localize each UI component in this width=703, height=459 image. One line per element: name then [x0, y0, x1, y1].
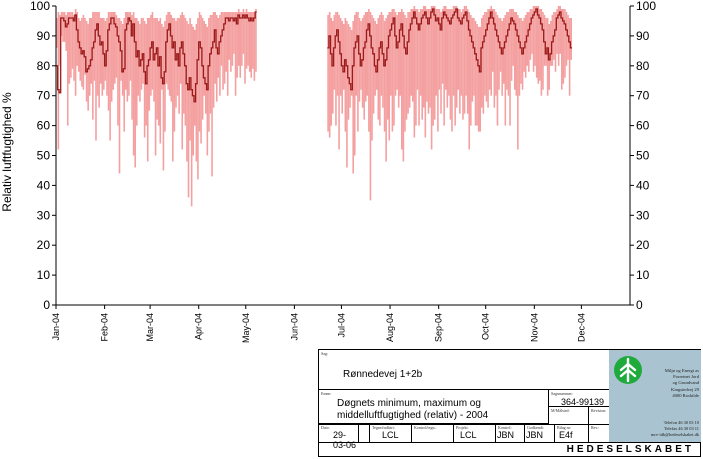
email-line: mrv-idk@hedeselskabet.dk — [650, 432, 699, 437]
y-tick-label: 60 — [37, 119, 51, 133]
y-tick-label: 20 — [37, 238, 51, 252]
kontrol-value: JBN — [497, 430, 515, 440]
y-tick-label-right: 10 — [636, 268, 650, 282]
y-tick-label-right: 80 — [636, 59, 650, 73]
godkendt-label: Godkendt: — [527, 425, 544, 430]
y-tick-label-right: 70 — [636, 89, 650, 103]
phone-line: Telefon 46 30 03 10 — [663, 420, 699, 425]
x-tick-label: Jan-04 — [51, 313, 61, 341]
emne-label: Emne: — [321, 391, 332, 396]
y-tick-label-right: 0 — [636, 298, 643, 312]
x-tick-label: Oct-04 — [481, 313, 491, 340]
x-tick-label: Jun-04 — [289, 313, 299, 341]
x-tick-label: May-04 — [241, 313, 251, 343]
tegnet-cell: Tegnet/udført: LCL — [369, 425, 412, 442]
y-tick-label: 30 — [37, 208, 51, 222]
fax-line: Telefax 46 30 03 11 — [664, 426, 699, 431]
y-tick-label: 10 — [37, 268, 51, 282]
sagsnummer-cell: Sagsnummer: 364-99139 — [549, 390, 629, 407]
mst-cell: M/Målsted: — [549, 407, 589, 424]
dato-cell: Dato: 29-03-06 — [319, 425, 359, 450]
rev-cell: Rev.: — [589, 425, 629, 442]
emne-line1: Døgnets minimum, maximum og — [337, 398, 481, 409]
sag-value: Rønnedevej 1+2b — [343, 369, 423, 380]
humidity-chart: Relativ luftfugtighed % 0 0 10 10 20 20 30 30 40… — [0, 0, 656, 343]
y-tick-label-right: 100 — [636, 0, 656, 13]
y-tick-label: 70 — [37, 89, 51, 103]
y-tick-label-right: 40 — [636, 178, 650, 192]
kontrol-label: Kontrol: — [498, 425, 512, 430]
revision-label: Revision: — [591, 408, 607, 413]
y-tick-label: 90 — [37, 29, 51, 43]
company-line: Forretnet Jord — [673, 374, 699, 380]
x-tick-label: Apr-04 — [194, 313, 204, 340]
revision-cell: Revision: — [589, 407, 629, 424]
y-tick-label: 100 — [30, 0, 50, 13]
kontrol-tegn-cell: Kontrol/tegn.: — [412, 425, 454, 442]
emne-line2: middelluftfugtighed (relativ) - 2004 — [337, 410, 489, 421]
company-logo-icon — [614, 356, 642, 384]
y-axis-label: Relativ luftfugtighed % — [0, 92, 14, 212]
title-block: Sag: Rønnedevej 1+2b Emne: Døgnets minim… — [318, 349, 701, 457]
godkendt-value: JBN — [526, 430, 544, 440]
projekt-label: Projekt: — [456, 425, 469, 430]
y-tick-label-right: 50 — [636, 149, 650, 163]
y-tick-label-right: 60 — [636, 119, 650, 133]
x-tick-label: Mar-04 — [145, 313, 155, 342]
godkendt-cell: Godkendt: JBN — [525, 425, 555, 442]
y-tick-label: 50 — [37, 149, 51, 163]
dato-value: 29-03-06 — [333, 430, 357, 450]
y-tick-label: 80 — [37, 59, 51, 73]
company-line: Kingstedvej 29 — [671, 386, 699, 392]
company-contact: Telefon 46 30 03 10 Telefax 46 30 03 11 … — [635, 420, 699, 438]
tegnet-value: LCL — [382, 430, 399, 440]
bilag-value: E4f — [559, 430, 573, 440]
company-footer: HEDESELSKABET — [319, 442, 700, 456]
x-tick-label: Sep-04 — [434, 313, 444, 342]
y-tick-label: 40 — [37, 178, 51, 192]
bilag-cell: Bilag nr: E4f — [555, 425, 589, 442]
x-tick-label: Feb-04 — [100, 313, 110, 342]
series-layer — [55, 6, 572, 207]
x-tick-label: Jul-04 — [336, 313, 346, 338]
sag-label: Sag: — [321, 351, 329, 356]
x-tick-label: Nov-04 — [529, 313, 539, 342]
info-row: Dato: 29-03-06 Tegnet/udført: LCL Kontro… — [319, 424, 629, 450]
sag-cell: Sag: Rønnedevej 1+2b — [319, 350, 609, 390]
tegnet-label: Tegnet/udført: — [372, 425, 395, 430]
mean-line — [56, 11, 257, 103]
projekt-cell: Projekt: LCL — [454, 425, 496, 442]
company-panel: Miljø og Energi as Forretnet Jord og Gru… — [609, 350, 701, 442]
y-tick-label-right: 30 — [636, 208, 650, 222]
y-tick-label-right: 20 — [636, 238, 650, 252]
mean-line — [327, 8, 572, 91]
company-line: Miljø og Energi as — [664, 368, 699, 373]
x-tick-label: Aug-04 — [385, 313, 395, 342]
dato-label: Dato: — [321, 425, 330, 430]
y-tick-label-right: 90 — [636, 29, 650, 43]
sagsnummer-label: Sagsnummer: — [551, 391, 573, 396]
kontrol-cell: Kontrol: JBN — [496, 425, 525, 442]
projekt-value: LCL — [460, 430, 477, 440]
rev-label: Rev.: — [591, 425, 600, 430]
y-tick-label: 0 — [43, 298, 50, 312]
mst-label: M/Målsted: — [551, 408, 570, 413]
kontrol-tegn-label: Kontrol/tegn.: — [414, 425, 437, 430]
x-tick-label: Dec-04 — [576, 313, 586, 342]
company-line: og Grundvand — [672, 380, 699, 386]
emne-cell: Emne: Døgnets minimum, maximum og middel… — [319, 390, 549, 424]
axes-layer: 0 0 10 10 20 20 30 30 40 40 50 50 60 60 70 70 80 80 90 90 10… — [30, 0, 656, 343]
company-line: 4000 Roskilde — [672, 392, 699, 398]
company-address: Miljø og Energi as Forretnet Jord og Gru… — [643, 368, 699, 399]
bilag-label: Bilag nr: — [557, 425, 572, 430]
sagsnummer-value: 364-99139 — [561, 397, 605, 407]
